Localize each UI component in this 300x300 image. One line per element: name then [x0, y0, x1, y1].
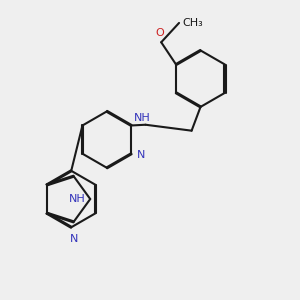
Text: CH₃: CH₃	[182, 18, 203, 28]
Text: O: O	[155, 28, 164, 38]
Text: N: N	[137, 150, 145, 160]
Text: N: N	[69, 234, 78, 244]
Text: NH: NH	[134, 113, 151, 123]
Text: NH: NH	[69, 194, 86, 204]
